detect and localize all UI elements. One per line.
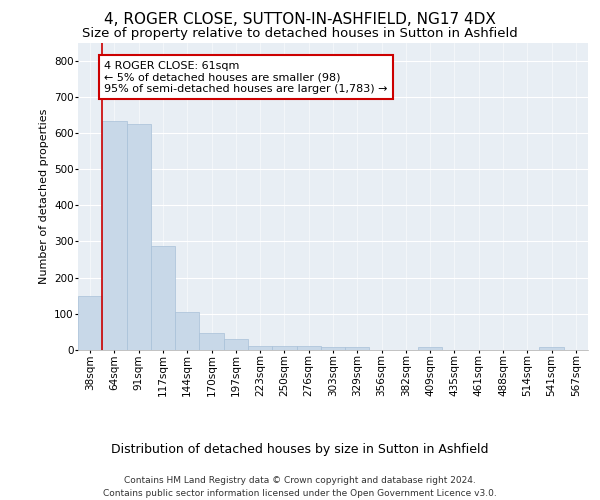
Bar bbox=[539, 347, 564, 350]
Text: 4 ROGER CLOSE: 61sqm
← 5% of detached houses are smaller (98)
95% of semi-detach: 4 ROGER CLOSE: 61sqm ← 5% of detached ho… bbox=[104, 60, 388, 94]
Bar bbox=[175, 312, 199, 350]
Bar bbox=[248, 346, 272, 350]
Bar bbox=[272, 346, 296, 350]
Bar bbox=[127, 124, 151, 350]
Y-axis label: Number of detached properties: Number of detached properties bbox=[38, 108, 49, 284]
Text: 4, ROGER CLOSE, SUTTON-IN-ASHFIELD, NG17 4DX: 4, ROGER CLOSE, SUTTON-IN-ASHFIELD, NG17… bbox=[104, 12, 496, 28]
Text: Contains HM Land Registry data © Crown copyright and database right 2024.: Contains HM Land Registry data © Crown c… bbox=[124, 476, 476, 485]
Bar bbox=[224, 339, 248, 350]
Bar bbox=[102, 122, 127, 350]
Text: Distribution of detached houses by size in Sutton in Ashfield: Distribution of detached houses by size … bbox=[111, 442, 489, 456]
Text: Contains public sector information licensed under the Open Government Licence v3: Contains public sector information licen… bbox=[103, 489, 497, 498]
Bar bbox=[418, 347, 442, 350]
Bar bbox=[151, 246, 175, 350]
Bar bbox=[345, 347, 370, 350]
Bar bbox=[199, 332, 224, 350]
Text: Size of property relative to detached houses in Sutton in Ashfield: Size of property relative to detached ho… bbox=[82, 28, 518, 40]
Bar bbox=[321, 347, 345, 350]
Bar bbox=[296, 346, 321, 350]
Bar bbox=[78, 296, 102, 350]
